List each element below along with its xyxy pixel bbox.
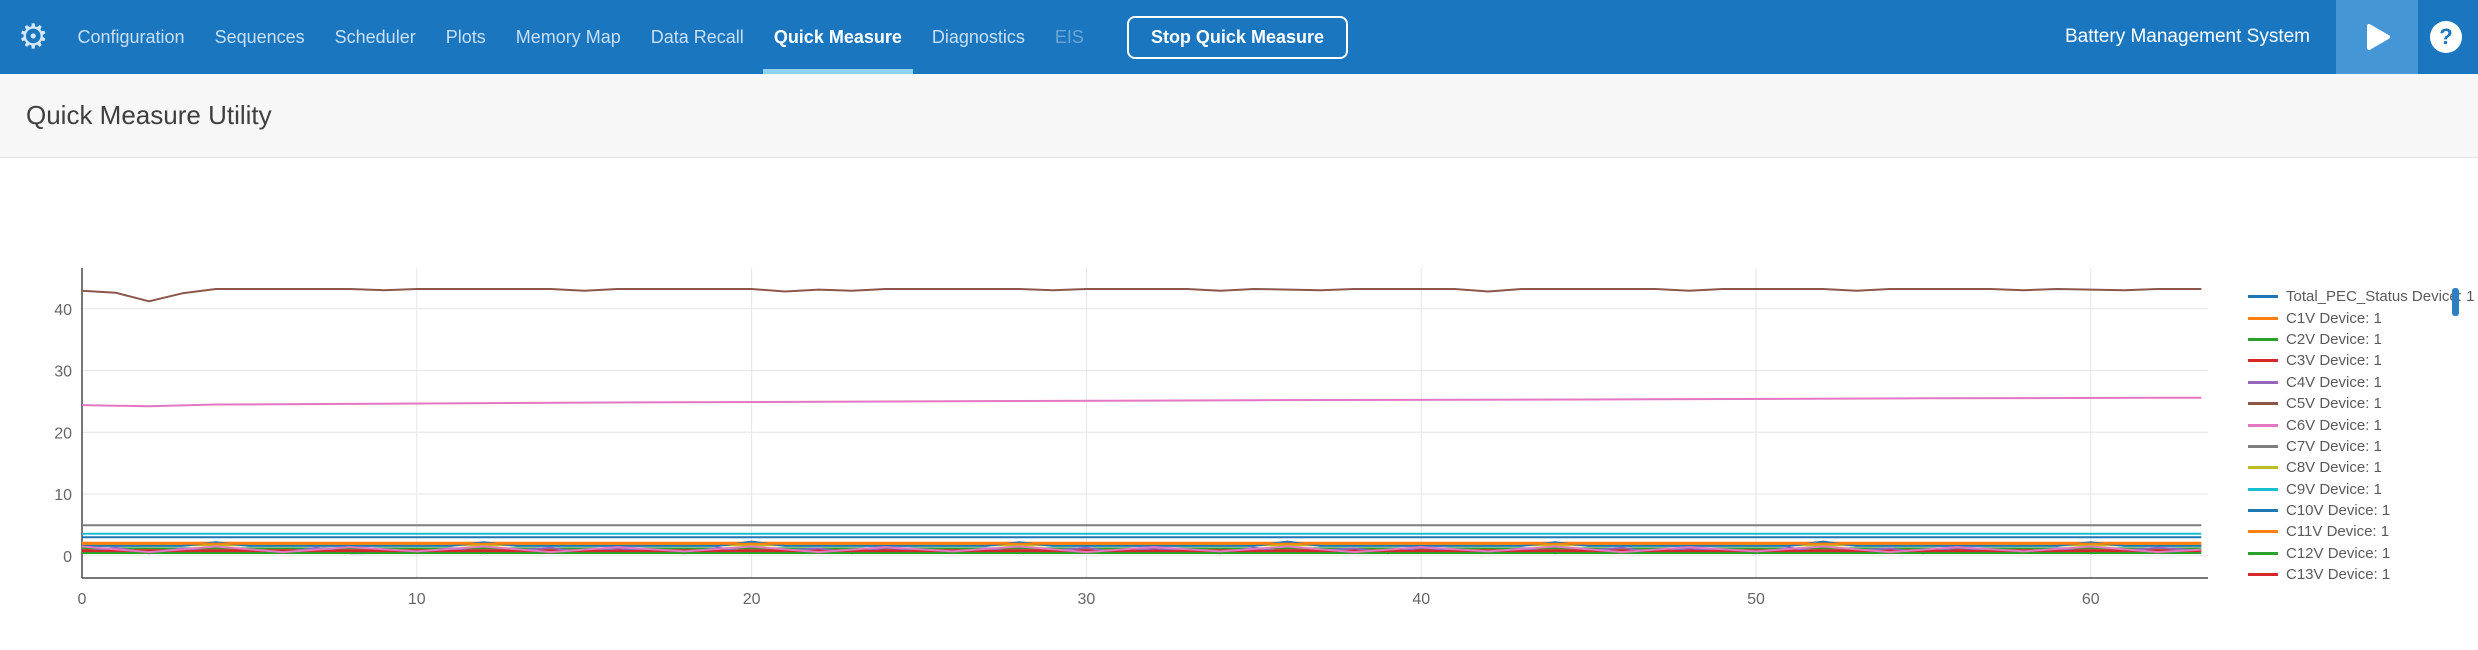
legend-label: C9V Device: 1: [2286, 480, 2382, 498]
y-tick-label: 0: [63, 549, 72, 566]
nav-item-configuration[interactable]: Configuration: [77, 26, 185, 47]
legend-label: C2V Device: 1: [2286, 330, 2382, 348]
legend-item[interactable]: C10V Device: 1: [2248, 500, 2448, 521]
legend-label: C4V Device: 1: [2286, 373, 2382, 391]
legend-label: C7V Device: 1: [2286, 437, 2382, 455]
legend-label: C10V Device: 1: [2286, 502, 2391, 520]
x-tick-label: 50: [1747, 591, 1765, 608]
series-line-C5V-Device-1: [81, 288, 2202, 303]
nav-item-memory-map[interactable]: Memory Map: [515, 26, 621, 47]
legend-item[interactable]: C7V Device: 1: [2248, 436, 2448, 457]
legend-swatch-icon: [2248, 380, 2278, 384]
nav-item-scheduler[interactable]: Scheduler: [334, 26, 416, 47]
legend-item[interactable]: C5V Device: 1: [2248, 393, 2448, 414]
nav-item-diagnostics[interactable]: Diagnostics: [931, 26, 1025, 47]
legend-label: C8V Device: 1: [2286, 459, 2382, 477]
legend-item[interactable]: C6V Device: 1: [2248, 414, 2448, 435]
legend-label: C5V Device: 1: [2286, 395, 2382, 413]
topbar-spacer: [1348, 0, 2065, 74]
legend-swatch-icon: [2248, 295, 2278, 299]
legend-item[interactable]: C2V Device: 1: [2248, 329, 2448, 350]
legend-label: C12V Device: 1: [2286, 544, 2391, 562]
legend-label: Total_PEC_Status Device: 1: [2286, 288, 2475, 306]
legend-item[interactable]: C8V Device: 1: [2248, 457, 2448, 478]
chart-area: 0 10 20 30 40 50 60 0 10 20 30 40 Total_PEC_Status …: [0, 158, 2478, 649]
topbar-nav: Configuration Sequences Scheduler Plots Memo…: [62, 0, 1098, 74]
nav-item-plots[interactable]: Plots: [445, 26, 486, 47]
series-line-C10V-Device-1: [82, 540, 2202, 547]
x-tick-label: 20: [743, 591, 761, 608]
legend-label: C13V Device: 1: [2286, 566, 2391, 584]
x-tick-label: 10: [408, 591, 426, 608]
chart-legend: Total_PEC_Status Device: 1 C1V Device: 1 C…: [2248, 286, 2474, 585]
legend-item[interactable]: C12V Device: 1: [2248, 543, 2448, 564]
stop-quick-measure-button[interactable]: Stop Quick Measure: [1126, 15, 1348, 59]
legend-item[interactable]: C11V Device: 1: [2248, 521, 2448, 542]
legend-label: C1V Device: 1: [2286, 309, 2382, 327]
legend-swatch-icon: [2248, 551, 2278, 555]
series-line-unlabeled: [81, 545, 2202, 554]
legend-swatch-icon: [2248, 423, 2278, 427]
legend-label: C11V Device: 1: [2286, 523, 2390, 541]
legend-swatch-icon: [2248, 337, 2278, 341]
legend-swatch-icon: [2248, 530, 2278, 534]
legend-label: C3V Device: 1: [2286, 352, 2382, 370]
line-chart: 0 10 20 30 40 50 60 0 10 20 30 40: [54, 268, 2208, 608]
legend-label: C6V Device: 1: [2286, 416, 2382, 434]
x-tick-label: 40: [1412, 591, 1430, 608]
legend-item[interactable]: C3V Device: 1: [2248, 350, 2448, 371]
topbar: ⚙ Configuration Sequences Scheduler Plots Me…: [0, 0, 2478, 74]
y-tick-label: 30: [54, 364, 72, 381]
legend-item[interactable]: Total_PEC_Status Device: 1: [2248, 286, 2474, 307]
x-tick-label: 30: [1078, 591, 1096, 608]
legend-item[interactable]: C1V Device: 1: [2248, 307, 2448, 328]
nav-item-quick-measure[interactable]: Quick Measure: [759, 0, 917, 74]
nav-item-data-recall[interactable]: Data Recall: [650, 26, 744, 47]
nav-item-eis: EIS: [1054, 26, 1084, 47]
legend-swatch-icon: [2248, 444, 2278, 448]
y-tick-label: 10: [54, 487, 72, 504]
y-tick-label: 20: [54, 425, 72, 442]
settings-gear-icon[interactable]: ⚙: [18, 18, 49, 56]
legend-item[interactable]: C9V Device: 1: [2248, 479, 2448, 500]
legend-swatch-icon: [2248, 573, 2278, 577]
app-title: Battery Management System: [2065, 26, 2310, 47]
x-tick-label: 60: [2082, 591, 2100, 608]
legend-scrollbar-thumb[interactable]: [2452, 288, 2459, 316]
legend-swatch-icon: [2248, 359, 2278, 363]
legend-scrollbar[interactable]: [2452, 286, 2459, 586]
play-icon: [2367, 24, 2390, 50]
legend-swatch-icon: [2248, 487, 2278, 491]
nav-item-sequences[interactable]: Sequences: [214, 26, 305, 47]
run-button[interactable]: [2336, 0, 2418, 74]
x-tick-label: 0: [78, 591, 87, 608]
help-icon[interactable]: ?: [2430, 21, 2462, 53]
legend-item[interactable]: C4V Device: 1: [2248, 372, 2448, 393]
series-line-C6V-Device-1: [81, 396, 2202, 408]
legend-item[interactable]: C13V Device: 1: [2248, 564, 2448, 585]
legend-swatch-icon: [2248, 402, 2278, 406]
legend-swatch-icon: [2248, 509, 2278, 513]
y-tick-label: 40: [54, 302, 72, 319]
legend-swatch-icon: [2248, 316, 2278, 320]
page-title: Quick Measure Utility: [26, 100, 272, 130]
legend-swatch-icon: [2248, 466, 2278, 470]
page-header: Quick Measure Utility: [0, 74, 2478, 158]
